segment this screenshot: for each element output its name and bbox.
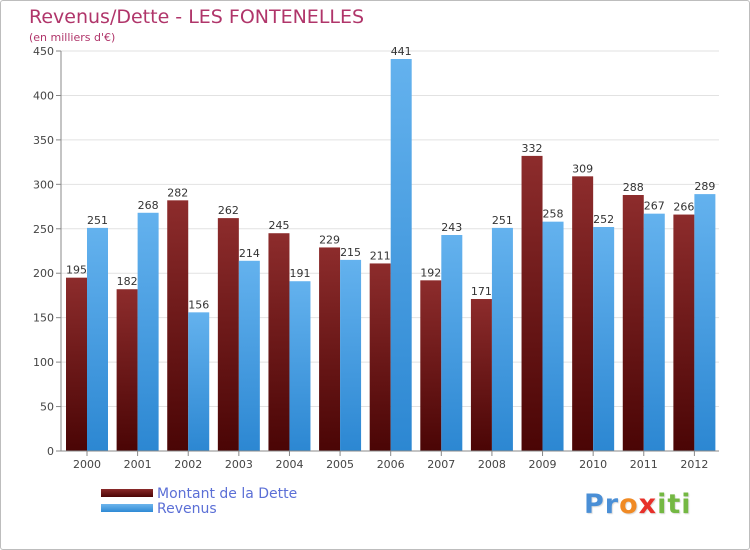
bar-debt	[369, 263, 391, 451]
proxiti-logo: Proxiti	[584, 489, 692, 520]
x-tick-label: 2003	[225, 458, 253, 471]
logo-part-3: x	[638, 489, 658, 520]
x-tick-label: 2002	[174, 458, 202, 471]
legend-item-revenue: Revenus	[101, 502, 297, 517]
data-label-debt: 282	[167, 186, 188, 199]
data-label-revenue: 191	[289, 267, 310, 280]
logo-part-4: iti	[657, 489, 692, 520]
data-label-revenue: 156	[188, 298, 209, 311]
data-label-revenue: 251	[87, 214, 108, 227]
data-label-revenue: 268	[138, 199, 159, 212]
y-tick-label: 450	[33, 45, 54, 58]
bar-revenue	[289, 281, 311, 451]
y-tick-label: 350	[33, 134, 54, 147]
bar-revenue	[137, 212, 159, 451]
x-tick-label: 2006	[377, 458, 405, 471]
bar-debt	[268, 233, 290, 451]
data-label-revenue: 267	[644, 200, 665, 213]
x-tick-label: 2011	[630, 458, 658, 471]
bar-debt	[319, 247, 341, 451]
bar-revenue	[694, 194, 716, 451]
bars-layer	[66, 59, 716, 452]
logo-part-2: o	[619, 489, 639, 520]
x-tick-label: 2007	[427, 458, 455, 471]
y-tick-label: 400	[33, 89, 54, 102]
data-label-revenue: 258	[543, 208, 564, 221]
bar-debt	[673, 214, 695, 451]
bar-revenue	[188, 312, 210, 451]
x-tick-label: 2012	[680, 458, 708, 471]
data-label-revenue: 289	[694, 180, 715, 193]
data-label-debt: 245	[268, 219, 289, 232]
bar-revenue	[390, 59, 412, 451]
bar-debt	[420, 280, 442, 451]
data-label-debt: 266	[673, 201, 694, 214]
data-label-revenue: 215	[340, 246, 361, 259]
x-tick-label: 2010	[579, 458, 607, 471]
y-tick-label: 200	[33, 267, 54, 280]
x-tick-label: 2008	[478, 458, 506, 471]
legend-swatch-revenue	[101, 504, 153, 512]
bar-debt	[217, 218, 239, 451]
data-label-debt: 182	[117, 275, 138, 288]
data-label-revenue: 243	[441, 221, 462, 234]
data-label-debt: 262	[218, 204, 239, 217]
legend-label-debt: Montant de la Dette	[157, 486, 298, 502]
bar-debt	[167, 200, 189, 451]
y-tick-label: 100	[33, 356, 54, 369]
x-tick-label: 2004	[275, 458, 303, 471]
y-tick-label: 250	[33, 223, 54, 236]
axis-layer: 0 50 100 150 200 250 300 350 400 450 2000 2001 2002 2…	[33, 45, 719, 471]
bar-revenue	[238, 260, 260, 451]
logo-part-1: Pr	[584, 489, 620, 520]
legend-swatch-debt	[101, 489, 153, 497]
bar-revenue	[542, 221, 564, 451]
data-label-debt: 195	[66, 264, 87, 277]
bar-debt	[66, 277, 87, 451]
bar-revenue	[87, 227, 108, 451]
bar-debt	[116, 289, 138, 451]
x-tick-label: 2009	[529, 458, 557, 471]
bar-revenue	[643, 213, 665, 451]
x-tick-label: 2000	[73, 458, 101, 471]
data-label-revenue: 214	[239, 247, 260, 260]
data-label-revenue: 441	[391, 45, 412, 58]
x-tick-label: 2001	[124, 458, 152, 471]
bar-revenue	[491, 227, 513, 451]
data-label-debt: 192	[420, 266, 441, 279]
bar-revenue	[593, 227, 615, 451]
bar-debt	[470, 299, 492, 451]
data-label-revenue: 251	[492, 214, 513, 227]
chart-title: Revenus/Dette - LES FONTENELLES	[29, 6, 365, 28]
y-tick-label: 150	[33, 312, 54, 325]
bar-debt	[622, 195, 644, 451]
y-tick-label: 50	[40, 401, 54, 414]
data-label-debt: 309	[572, 162, 593, 175]
data-label-debt: 288	[623, 181, 644, 194]
data-label-debt: 171	[471, 285, 492, 298]
legend: Montant de la Dette Revenus	[101, 487, 297, 517]
legend-label-revenue: Revenus	[157, 501, 217, 517]
chart-subtitle: (en milliers d'€)	[29, 31, 116, 44]
legend-item-debt: Montant de la Dette	[101, 487, 297, 502]
bar-revenue	[340, 259, 362, 451]
data-label-revenue: 252	[593, 213, 614, 226]
x-tick-label: 2005	[326, 458, 354, 471]
data-label-debt: 211	[370, 249, 391, 262]
y-tick-label: 300	[33, 178, 54, 191]
bar-debt	[521, 155, 543, 451]
data-label-debt: 229	[319, 233, 340, 246]
bar-debt	[572, 176, 594, 452]
y-tick-label: 0	[47, 445, 54, 458]
data-label-debt: 332	[522, 142, 543, 155]
bar-revenue	[441, 235, 463, 451]
